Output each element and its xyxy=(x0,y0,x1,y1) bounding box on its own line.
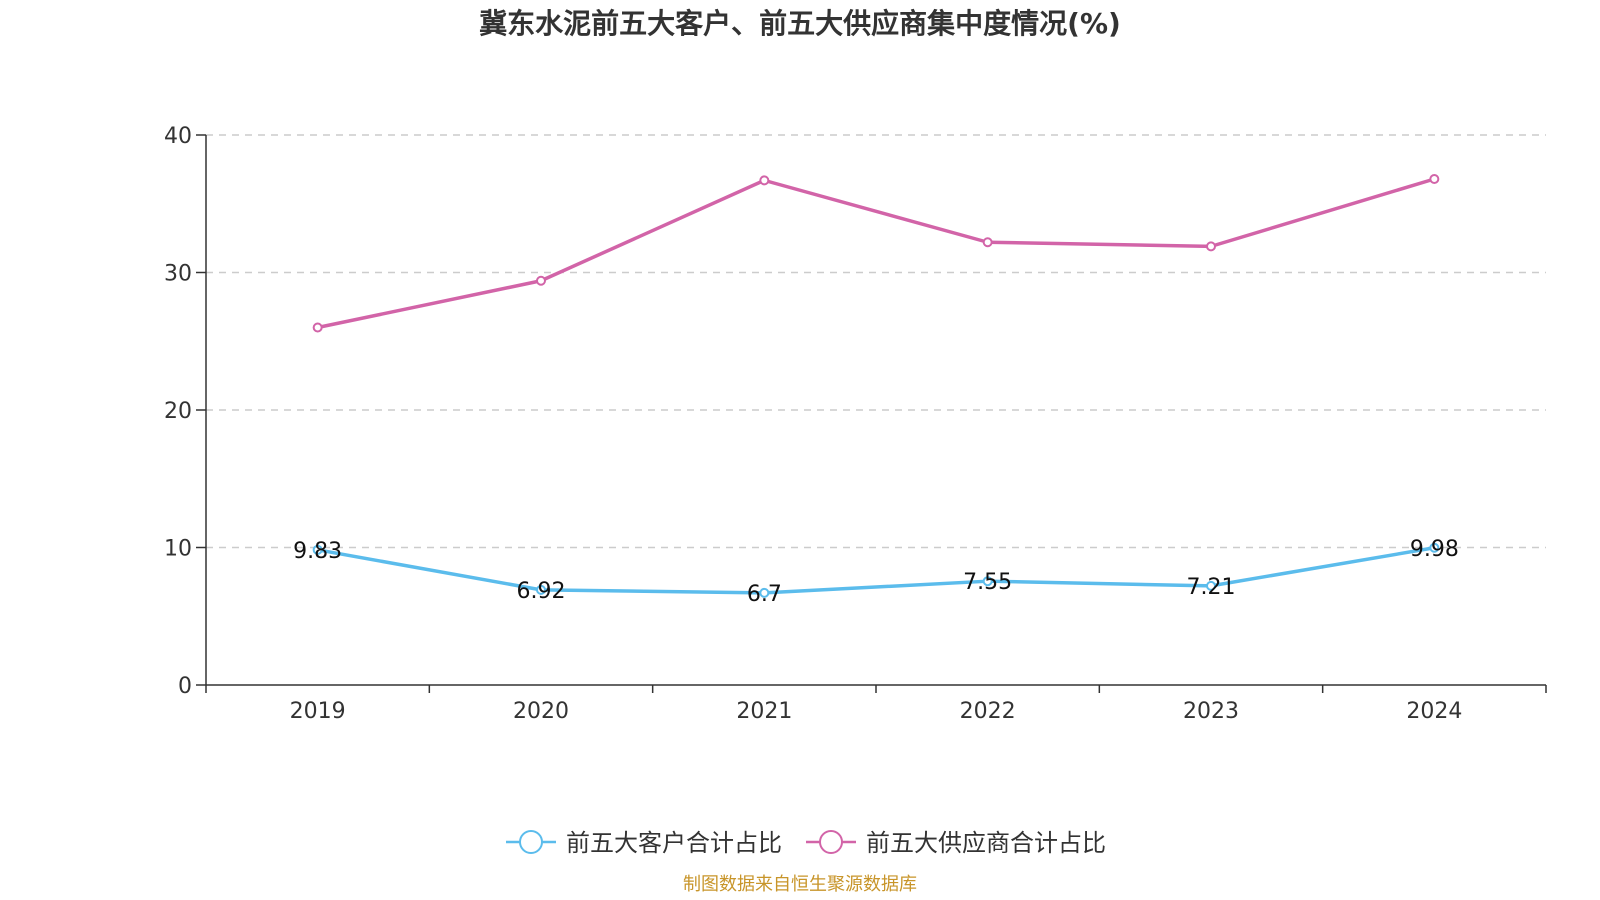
series-line xyxy=(317,177,1435,330)
data-point[interactable] xyxy=(312,544,323,555)
legend-circle-icon xyxy=(819,830,843,854)
x-tick-label: 2023 xyxy=(1183,699,1239,724)
legend-label: 前五大客户合计占比 xyxy=(566,829,782,857)
data-point[interactable] xyxy=(759,175,770,186)
x-axis-ticks: 2019 2020 2021 2022 2023 2024 xyxy=(205,685,1547,724)
data-point[interactable] xyxy=(1206,580,1216,591)
data-point[interactable] xyxy=(982,576,993,587)
legend-item[interactable]: 前五大客户合计占比 xyxy=(506,829,782,857)
source-note: 制图数据来自恒生聚源数据库 xyxy=(683,874,917,895)
x-tick-label: 2021 xyxy=(736,699,792,724)
data-label: 6.7 xyxy=(747,582,782,607)
y-tick-label: 20 xyxy=(164,399,192,424)
data-point[interactable] xyxy=(1429,174,1440,184)
x-tick-label: 2020 xyxy=(513,699,569,724)
legend[interactable]: 前五大客户合计占比 前五大供应商合计占比 xyxy=(506,829,1106,857)
data-point[interactable] xyxy=(759,587,770,598)
y-tick-label: 40 xyxy=(164,124,192,149)
legend-item[interactable]: 前五大供应商合计占比 xyxy=(806,829,1106,857)
data-point[interactable] xyxy=(312,322,323,333)
x-tick-label: 2024 xyxy=(1406,699,1462,724)
series xyxy=(312,174,1440,598)
x-tick-label: 2019 xyxy=(290,699,346,724)
series-line xyxy=(317,546,1435,595)
data-point[interactable] xyxy=(1429,542,1440,553)
x-tick-label: 2022 xyxy=(960,699,1016,724)
y-tick-label: 30 xyxy=(164,262,192,287)
data-label: 7.21 xyxy=(1187,575,1236,600)
data-point[interactable] xyxy=(536,584,546,595)
data-point[interactable] xyxy=(1206,241,1216,252)
y-axis-ticks: 0 10 20 30 40 xyxy=(164,124,206,699)
data-label: 6.92 xyxy=(517,579,566,604)
legend-circle-icon xyxy=(519,830,543,854)
data-label: 7.55 xyxy=(963,570,1012,595)
data-point[interactable] xyxy=(536,275,546,286)
data-label: 9.83 xyxy=(293,539,342,564)
data-labels: 9.83 6.92 6.7 7.55 7.21 9.98 xyxy=(293,537,1459,607)
data-label: 9.98 xyxy=(1410,537,1459,562)
chart-title: 冀东水泥前五大客户、前五大供应商集中度情况(%) xyxy=(479,7,1121,40)
y-tick-label: 10 xyxy=(164,537,192,562)
legend-label: 前五大供应商合计占比 xyxy=(866,829,1106,857)
grid-lines xyxy=(206,134,1546,549)
y-tick-label: 0 xyxy=(178,674,192,699)
data-point[interactable] xyxy=(982,237,993,248)
